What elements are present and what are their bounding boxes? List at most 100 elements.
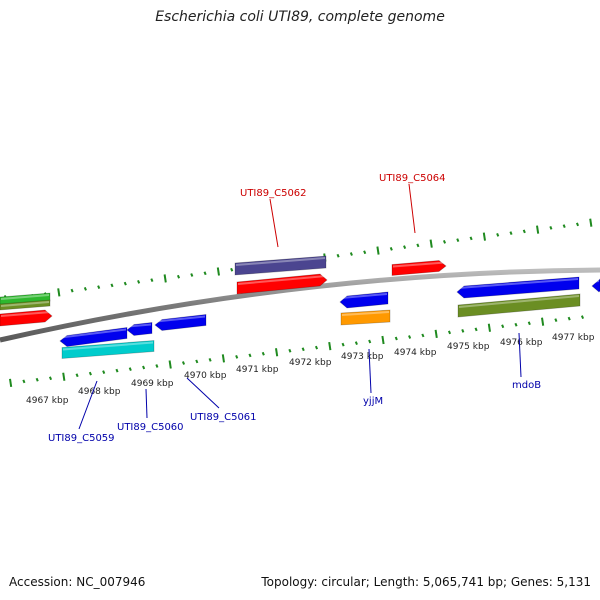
scale-label: 4976 kbp bbox=[500, 338, 543, 348]
inner-scale-tick bbox=[447, 330, 452, 335]
outer-scale-tick bbox=[150, 278, 154, 283]
inner-scale-tick bbox=[514, 322, 518, 327]
inner-scale-tick bbox=[474, 327, 478, 332]
gene-arrow[interactable] bbox=[61, 340, 155, 359]
gene-arrow[interactable] bbox=[0, 309, 53, 327]
inner-scale-tick bbox=[328, 341, 332, 351]
outer-scale-tick bbox=[216, 267, 220, 276]
scale-label: 4969 kbp bbox=[131, 379, 174, 389]
inner-scale-tick bbox=[221, 354, 225, 363]
inner-scale-tick bbox=[35, 377, 39, 382]
gene-leader-line bbox=[408, 183, 416, 234]
scale-label: 4972 kbp bbox=[289, 358, 332, 368]
inner-scale-tick bbox=[381, 335, 385, 345]
inner-scale-tick bbox=[421, 333, 425, 338]
inner-scale-tick bbox=[354, 341, 358, 345]
outer-scale-tick bbox=[137, 280, 141, 284]
inner-scale-tick bbox=[48, 376, 53, 381]
outer-scale-tick bbox=[496, 233, 500, 237]
gene-arrow[interactable] bbox=[391, 260, 447, 276]
inner-scale-tick bbox=[567, 316, 571, 321]
inner-scale-tick bbox=[235, 354, 239, 359]
outer-scale-tick bbox=[336, 253, 340, 258]
outer-scale-tick bbox=[230, 267, 234, 272]
inner-scale-tick bbox=[128, 367, 132, 371]
inner-scale-tick bbox=[195, 359, 199, 364]
scale-label: 4973 kbp bbox=[341, 352, 384, 362]
inner-scale-tick bbox=[288, 348, 292, 353]
inner-scale-tick bbox=[554, 318, 558, 323]
outer-scale-tick bbox=[469, 236, 473, 241]
scale-label: 4975 kbp bbox=[447, 342, 490, 352]
gene-highlight bbox=[342, 311, 389, 316]
gene-arrow[interactable] bbox=[456, 276, 580, 299]
label-layer: UTI89_C5062UTI89_C5064UTI89_C5059UTI89_C… bbox=[48, 173, 541, 444]
outer-scale-tick bbox=[363, 250, 367, 255]
inner-scale-tick bbox=[501, 324, 505, 329]
gene-arrow[interactable] bbox=[457, 293, 581, 318]
gene-leader-line bbox=[269, 198, 279, 248]
inner-scale-tick bbox=[115, 368, 119, 373]
gene-highlight bbox=[458, 278, 578, 289]
gene-label[interactable]: UTI89_C5062 bbox=[240, 188, 307, 199]
inner-scale-tick bbox=[408, 335, 412, 339]
inner-scale-tick bbox=[208, 358, 212, 362]
gene-arrow[interactable] bbox=[234, 255, 327, 276]
outer-scale-tick bbox=[456, 238, 460, 242]
gene-label[interactable]: yjjM bbox=[363, 396, 383, 407]
gene-label[interactable]: UTI89_C5064 bbox=[379, 173, 446, 184]
inner-scale-tick bbox=[75, 373, 79, 378]
gene-highlight bbox=[63, 341, 153, 351]
gene-arrow[interactable] bbox=[59, 327, 128, 347]
outer-scale-tick bbox=[176, 274, 181, 279]
outer-scale-tick bbox=[389, 246, 393, 251]
outer-scale-tick bbox=[83, 287, 87, 291]
inner-scale-tick bbox=[181, 361, 186, 365]
inner-scale-tick bbox=[155, 364, 159, 368]
gene-arrow[interactable] bbox=[154, 314, 207, 331]
gene-highlight bbox=[593, 280, 599, 283]
scale-label: 4971 kbp bbox=[236, 365, 279, 375]
gene-arrow[interactable] bbox=[126, 322, 153, 336]
inner-scale-tick bbox=[261, 351, 265, 356]
gene-layer bbox=[0, 255, 600, 359]
outer-scale-tick bbox=[536, 225, 540, 234]
inner-scale-tick bbox=[487, 323, 491, 332]
inner-scale-tick bbox=[314, 345, 319, 350]
outer-scale-tick bbox=[509, 231, 513, 236]
outer-scale-tick bbox=[416, 243, 420, 248]
inner-scale-tick bbox=[248, 353, 252, 358]
gene-arrow[interactable] bbox=[340, 309, 391, 326]
inner-scale-tick bbox=[580, 315, 585, 319]
inner-scale-tick bbox=[394, 336, 398, 341]
outer-scale-tick bbox=[522, 229, 526, 234]
gene-arrow[interactable] bbox=[591, 278, 600, 293]
outer-scale-tick bbox=[562, 224, 566, 229]
genome-backbone bbox=[0, 267, 600, 343]
gene-highlight bbox=[1, 311, 51, 317]
inner-scale-tick bbox=[22, 379, 26, 384]
gene-arrow[interactable] bbox=[0, 299, 51, 311]
gene-label[interactable]: UTI89_C5059 bbox=[48, 433, 115, 444]
outer-scale-tick bbox=[429, 239, 433, 248]
gene-highlight bbox=[1, 301, 49, 307]
outer-scale-tick bbox=[123, 281, 127, 286]
inner-scale-tick bbox=[102, 370, 106, 375]
gene-leader-line bbox=[186, 377, 220, 409]
gene-highlight bbox=[236, 257, 325, 266]
gene-leader-line bbox=[518, 332, 522, 378]
gene-arrow[interactable] bbox=[339, 291, 389, 309]
scale-label: 4967 kbp bbox=[26, 396, 69, 406]
inner-scale-tick bbox=[368, 339, 372, 344]
gene-label[interactable]: UTI89_C5061 bbox=[190, 412, 257, 423]
gene-arrow[interactable] bbox=[236, 273, 328, 295]
inner-scale-tick bbox=[62, 372, 66, 381]
gene-label[interactable]: UTI89_C5060 bbox=[117, 422, 184, 433]
inner-scale-tick bbox=[88, 371, 92, 376]
outer-scale-tick bbox=[349, 252, 353, 256]
gene-label[interactable]: mdoB bbox=[512, 380, 541, 391]
inner-scale-tick bbox=[434, 329, 438, 339]
gene-highlight bbox=[393, 261, 445, 268]
scale-label: 4974 kbp bbox=[394, 348, 437, 358]
